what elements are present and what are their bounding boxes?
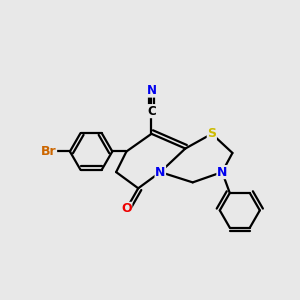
Text: S: S xyxy=(207,127,216,140)
Text: N: N xyxy=(217,166,227,178)
Text: N: N xyxy=(155,166,166,178)
Text: Br: Br xyxy=(41,145,56,158)
Text: O: O xyxy=(121,202,132,215)
Text: N: N xyxy=(146,84,157,97)
Text: C: C xyxy=(147,105,156,118)
